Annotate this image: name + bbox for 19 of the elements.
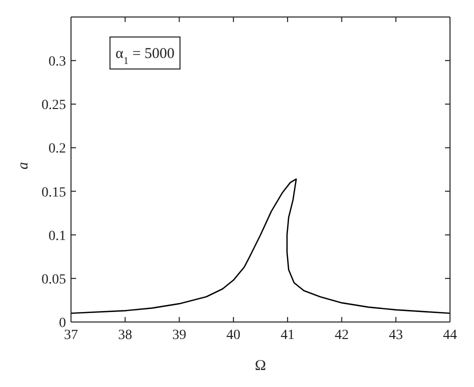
- x-tick-label: 44: [443, 328, 457, 343]
- y-tick-label: 0.1: [48, 228, 66, 244]
- x-tick-label: 42: [334, 328, 349, 343]
- x-tick-label: 37: [64, 328, 78, 343]
- x-tick-label: 38: [118, 328, 132, 343]
- y-tick-label: 0.05: [42, 272, 66, 288]
- line-series: [71, 178, 450, 314]
- y-tick-label: 0: [59, 316, 66, 331]
- x-tick-label: 40: [226, 328, 240, 343]
- y-tick-label: 0.15: [42, 185, 66, 200]
- x-tick-label: 43: [388, 328, 403, 343]
- annotation: α$_{1}$ = 5000: [115, 46, 175, 66]
- y-axis-title: a: [15, 162, 32, 170]
- y-tick-label: 0.3: [48, 54, 66, 70]
- x-tick-label: 41: [280, 328, 295, 343]
- y-tick-label: 0.25: [42, 98, 66, 114]
- x-tick-label: 39: [172, 328, 186, 343]
- x-axis-title: Ω: [254, 358, 266, 374]
- y-tick-label: 0.2: [48, 142, 66, 157]
